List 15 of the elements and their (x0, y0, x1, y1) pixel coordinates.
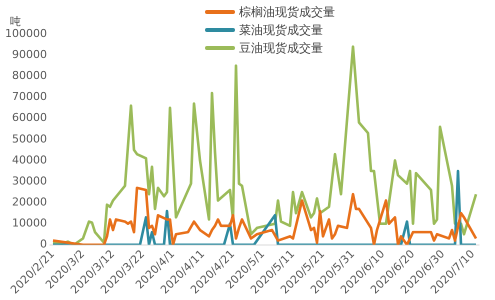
y-tick-label: 20000 (12, 195, 47, 208)
y-axis-title: 吨 (10, 14, 21, 28)
y-tick-label: 60000 (12, 111, 47, 124)
y-tick-label: 50000 (12, 132, 47, 146)
y-tick-label: 70000 (12, 90, 47, 104)
y-tick-label: 0 (40, 238, 47, 251)
y-tick-label: 80000 (12, 69, 47, 82)
y-tick-label: 40000 (12, 153, 47, 166)
y-tick-label: 90000 (12, 48, 47, 61)
y-tick-label: 30000 (12, 174, 47, 188)
legend-label: 菜油现货成交量 (239, 22, 323, 38)
y-tick-label: 100000 (4, 26, 47, 40)
y-tick-label: 10000 (12, 216, 47, 230)
legend-label: 豆油现货成交量 (239, 40, 323, 56)
legend-label: 棕榈油现货成交量 (239, 4, 335, 20)
